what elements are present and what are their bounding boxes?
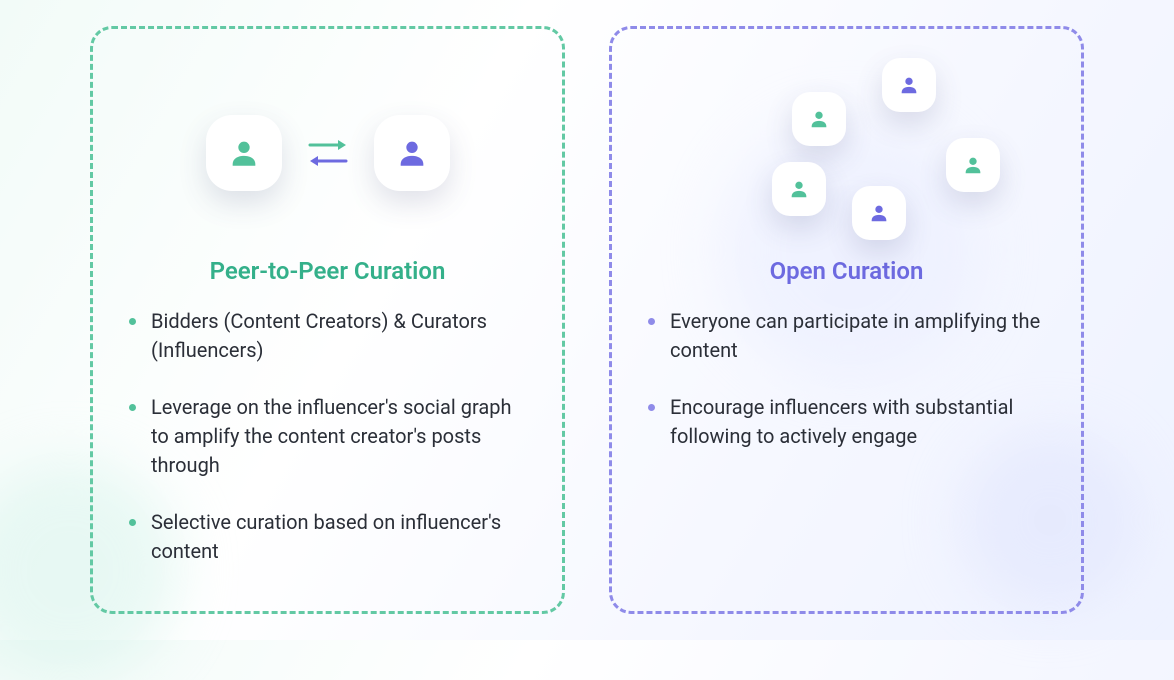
person-purple-icon — [374, 115, 450, 191]
card-peer-to-peer: Peer-to-Peer Curation Bidders (Content C… — [90, 26, 565, 614]
person-purple-icon — [852, 186, 906, 240]
list-item: Selective curation based on influencer's… — [129, 508, 526, 566]
person-purple-icon — [882, 58, 936, 112]
p2p-title: Peer-to-Peer Curation — [129, 257, 526, 285]
list-item: Encourage influencers with substantial f… — [648, 393, 1045, 451]
list-item: Everyone can participate in amplifying t… — [648, 307, 1045, 365]
p2p-illustration — [129, 63, 526, 243]
swap-arrows-icon — [308, 138, 348, 168]
comparison-cards: Peer-to-Peer Curation Bidders (Content C… — [0, 0, 1174, 640]
person-green-icon — [206, 115, 282, 191]
person-green-icon — [792, 92, 846, 146]
person-green-icon — [772, 162, 826, 216]
open-illustration — [648, 63, 1045, 243]
p2p-bullet-list: Bidders (Content Creators) & Curators (I… — [129, 307, 526, 566]
card-open-curation: Open Curation Everyone can participate i… — [609, 26, 1084, 614]
list-item: Leverage on the influencer's social grap… — [129, 393, 526, 480]
open-title: Open Curation — [648, 257, 1045, 285]
list-item: Bidders (Content Creators) & Curators (I… — [129, 307, 526, 365]
open-bullet-list: Everyone can participate in amplifying t… — [648, 307, 1045, 451]
person-green-icon — [946, 138, 1000, 192]
